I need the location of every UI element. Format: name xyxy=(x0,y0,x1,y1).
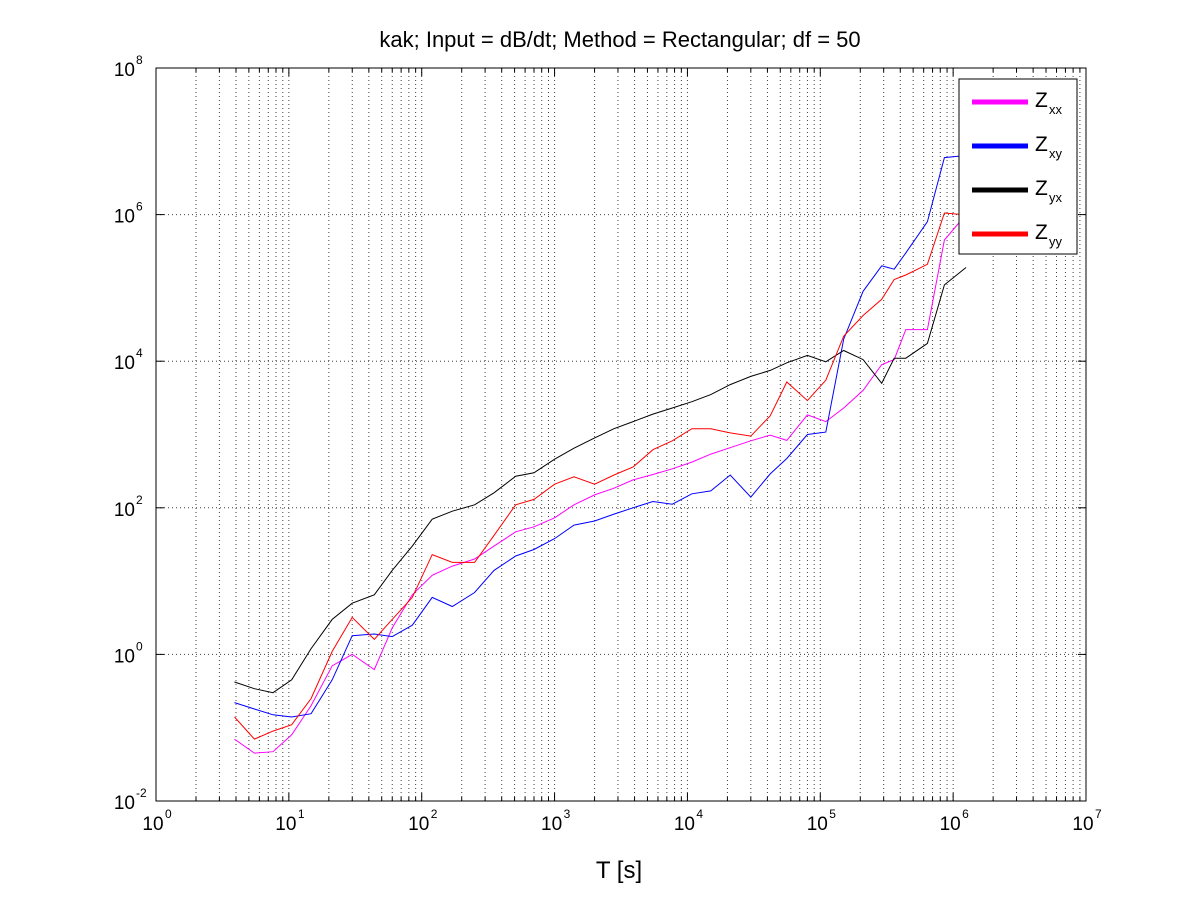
legend-label-zxy: Z xyxy=(1035,133,1048,156)
x-tick-label: 10 0 xyxy=(142,807,172,835)
plot-frame xyxy=(155,67,1087,802)
y-tick-base: 10 xyxy=(114,646,135,667)
x-tick-exponent: 0 xyxy=(165,807,172,821)
x-tick-label: 10 6 xyxy=(940,807,970,835)
x-tick-labels: 10 0 10 1 10 2 10 3 10 4 10 5 10 6 10 7 xyxy=(142,807,1102,835)
x-tick-base: 10 xyxy=(940,814,961,835)
y-tick-base: 10 xyxy=(114,793,135,814)
x-tick-base: 10 xyxy=(275,814,296,835)
legend-subscript-zxx: xx xyxy=(1049,102,1063,117)
y-tick-base: 10 xyxy=(114,207,135,228)
y-tick-exponent: 2 xyxy=(136,493,143,507)
y-tick-exponent: 6 xyxy=(136,200,143,214)
y-tick-label: 10 -2 xyxy=(114,786,147,814)
series-line-zyy xyxy=(234,212,967,740)
y-tick-base: 10 xyxy=(114,353,135,374)
x-tick-base: 10 xyxy=(408,814,429,835)
series-layer xyxy=(234,155,967,754)
x-tick-base: 10 xyxy=(541,814,562,835)
legend-label-zxx: Z xyxy=(1035,89,1048,112)
y-tick-exponent: 4 xyxy=(136,346,143,360)
x-tick-label: 10 7 xyxy=(1072,807,1102,835)
legend-box xyxy=(958,78,1078,255)
x-tick-exponent: 7 xyxy=(1095,807,1102,821)
y-tick-label: 10 4 xyxy=(114,346,143,374)
legend-label-zyy: Z xyxy=(1035,221,1048,244)
x-tick-exponent: 6 xyxy=(962,807,969,821)
x-tick-base: 10 xyxy=(674,814,695,835)
series-line-zyx xyxy=(234,267,967,694)
x-tick-label: 10 2 xyxy=(408,807,438,835)
y-tick-label: 10 2 xyxy=(114,493,143,521)
x-tick-exponent: 5 xyxy=(829,807,836,821)
x-tick-exponent: 4 xyxy=(696,807,703,821)
x-tick-exponent: 2 xyxy=(431,807,438,821)
grid xyxy=(156,68,1086,801)
legend-subscript-zxy: xy xyxy=(1049,146,1063,161)
x-tick-label: 10 1 xyxy=(275,807,305,835)
y-tick-base: 10 xyxy=(114,60,135,81)
series-line-zxy xyxy=(234,155,967,718)
x-axis-label: T [s] xyxy=(596,857,642,884)
y-tick-exponent: -2 xyxy=(136,786,147,800)
x-tick-label: 10 3 xyxy=(541,807,571,835)
y-tick-base: 10 xyxy=(114,500,135,521)
x-tick-base: 10 xyxy=(1072,814,1093,835)
legend-subscript-zyy: yy xyxy=(1049,234,1063,249)
x-tick-exponent: 3 xyxy=(564,807,571,821)
y-tick-label: 10 8 xyxy=(114,53,143,81)
x-tick-base: 10 xyxy=(807,814,828,835)
x-tick-label: 10 4 xyxy=(674,807,704,835)
legend-label-zyx: Z xyxy=(1035,177,1048,200)
axis-ticks xyxy=(156,68,1086,801)
y-tick-exponent: 8 xyxy=(136,53,143,67)
y-tick-label: 10 6 xyxy=(114,200,143,228)
x-tick-base: 10 xyxy=(142,814,163,835)
chart-title: kak; Input = dB/dt; Method = Rectangular… xyxy=(379,27,860,52)
legend-subscript-zyx: yx xyxy=(1049,190,1063,205)
x-tick-exponent: 1 xyxy=(298,807,305,821)
y-tick-label: 10 0 xyxy=(114,639,143,667)
x-tick-label: 10 5 xyxy=(807,807,837,835)
series-line-zxx xyxy=(234,214,967,754)
y-tick-exponent: 0 xyxy=(136,639,143,653)
